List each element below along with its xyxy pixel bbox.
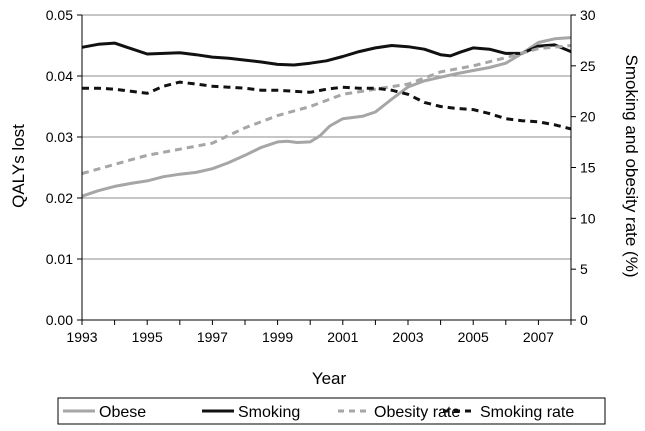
legend-label-smoking: Smoking xyxy=(238,404,300,421)
legend-label-obese: Obese xyxy=(99,404,146,421)
y-right-tick-label: 5 xyxy=(580,261,588,277)
y-left-tick-label: 0.01 xyxy=(46,251,73,267)
y-left-tick-label: 0.02 xyxy=(46,190,73,206)
x-axis-title: Year xyxy=(312,369,347,388)
legend-label-smoking-rate: Smoking rate xyxy=(480,404,574,421)
series-line-obese xyxy=(81,36,572,198)
y-left-tick-label: 0.04 xyxy=(46,68,73,84)
legend-box xyxy=(57,397,606,425)
series-line-obesity-rate xyxy=(81,44,572,176)
x-tick-label: 2001 xyxy=(327,329,358,345)
x-tick-label: 2005 xyxy=(458,329,489,345)
y-right-tick-label: 20 xyxy=(580,109,596,125)
y-right-tick-label: 0 xyxy=(580,312,588,328)
x-tick-label: 1999 xyxy=(262,329,293,345)
y-left-tick-label: 0.05 xyxy=(46,7,73,23)
y-axis-left-title: QALYs lost xyxy=(9,124,28,208)
legend: Obese Smoking Obesity rate Smoking rate xyxy=(57,397,606,425)
y-left-tick-label: 0.00 xyxy=(46,312,73,328)
x-tick-label: 1997 xyxy=(197,329,228,345)
series-line-smoking xyxy=(81,41,572,67)
y-right-tick-label: 10 xyxy=(580,210,596,226)
legend-label-obesity-rate: Obesity rate xyxy=(374,404,460,421)
y-right-tick-label: 25 xyxy=(580,58,596,74)
x-tick-label: 2007 xyxy=(523,329,554,345)
series-line-smoking-rate xyxy=(82,80,572,131)
axes xyxy=(77,14,576,325)
gridlines xyxy=(82,75,571,260)
y-axis-right-title: Smoking and obesity rate (%) xyxy=(622,55,641,278)
x-tick-label: 2003 xyxy=(392,329,423,345)
y-right-tick-label: 15 xyxy=(580,160,596,176)
y-left-tick-label: 0.03 xyxy=(46,129,73,145)
x-tick-label: 1995 xyxy=(132,329,163,345)
tick-labels: 0.00 0.01 0.02 0.03 0.04 0.05 0 5 10 15 20 25 30 1993… xyxy=(46,7,596,345)
x-tick-label: 1993 xyxy=(66,329,97,345)
series-lines xyxy=(81,36,572,198)
y-right-tick-label: 30 xyxy=(580,7,596,23)
